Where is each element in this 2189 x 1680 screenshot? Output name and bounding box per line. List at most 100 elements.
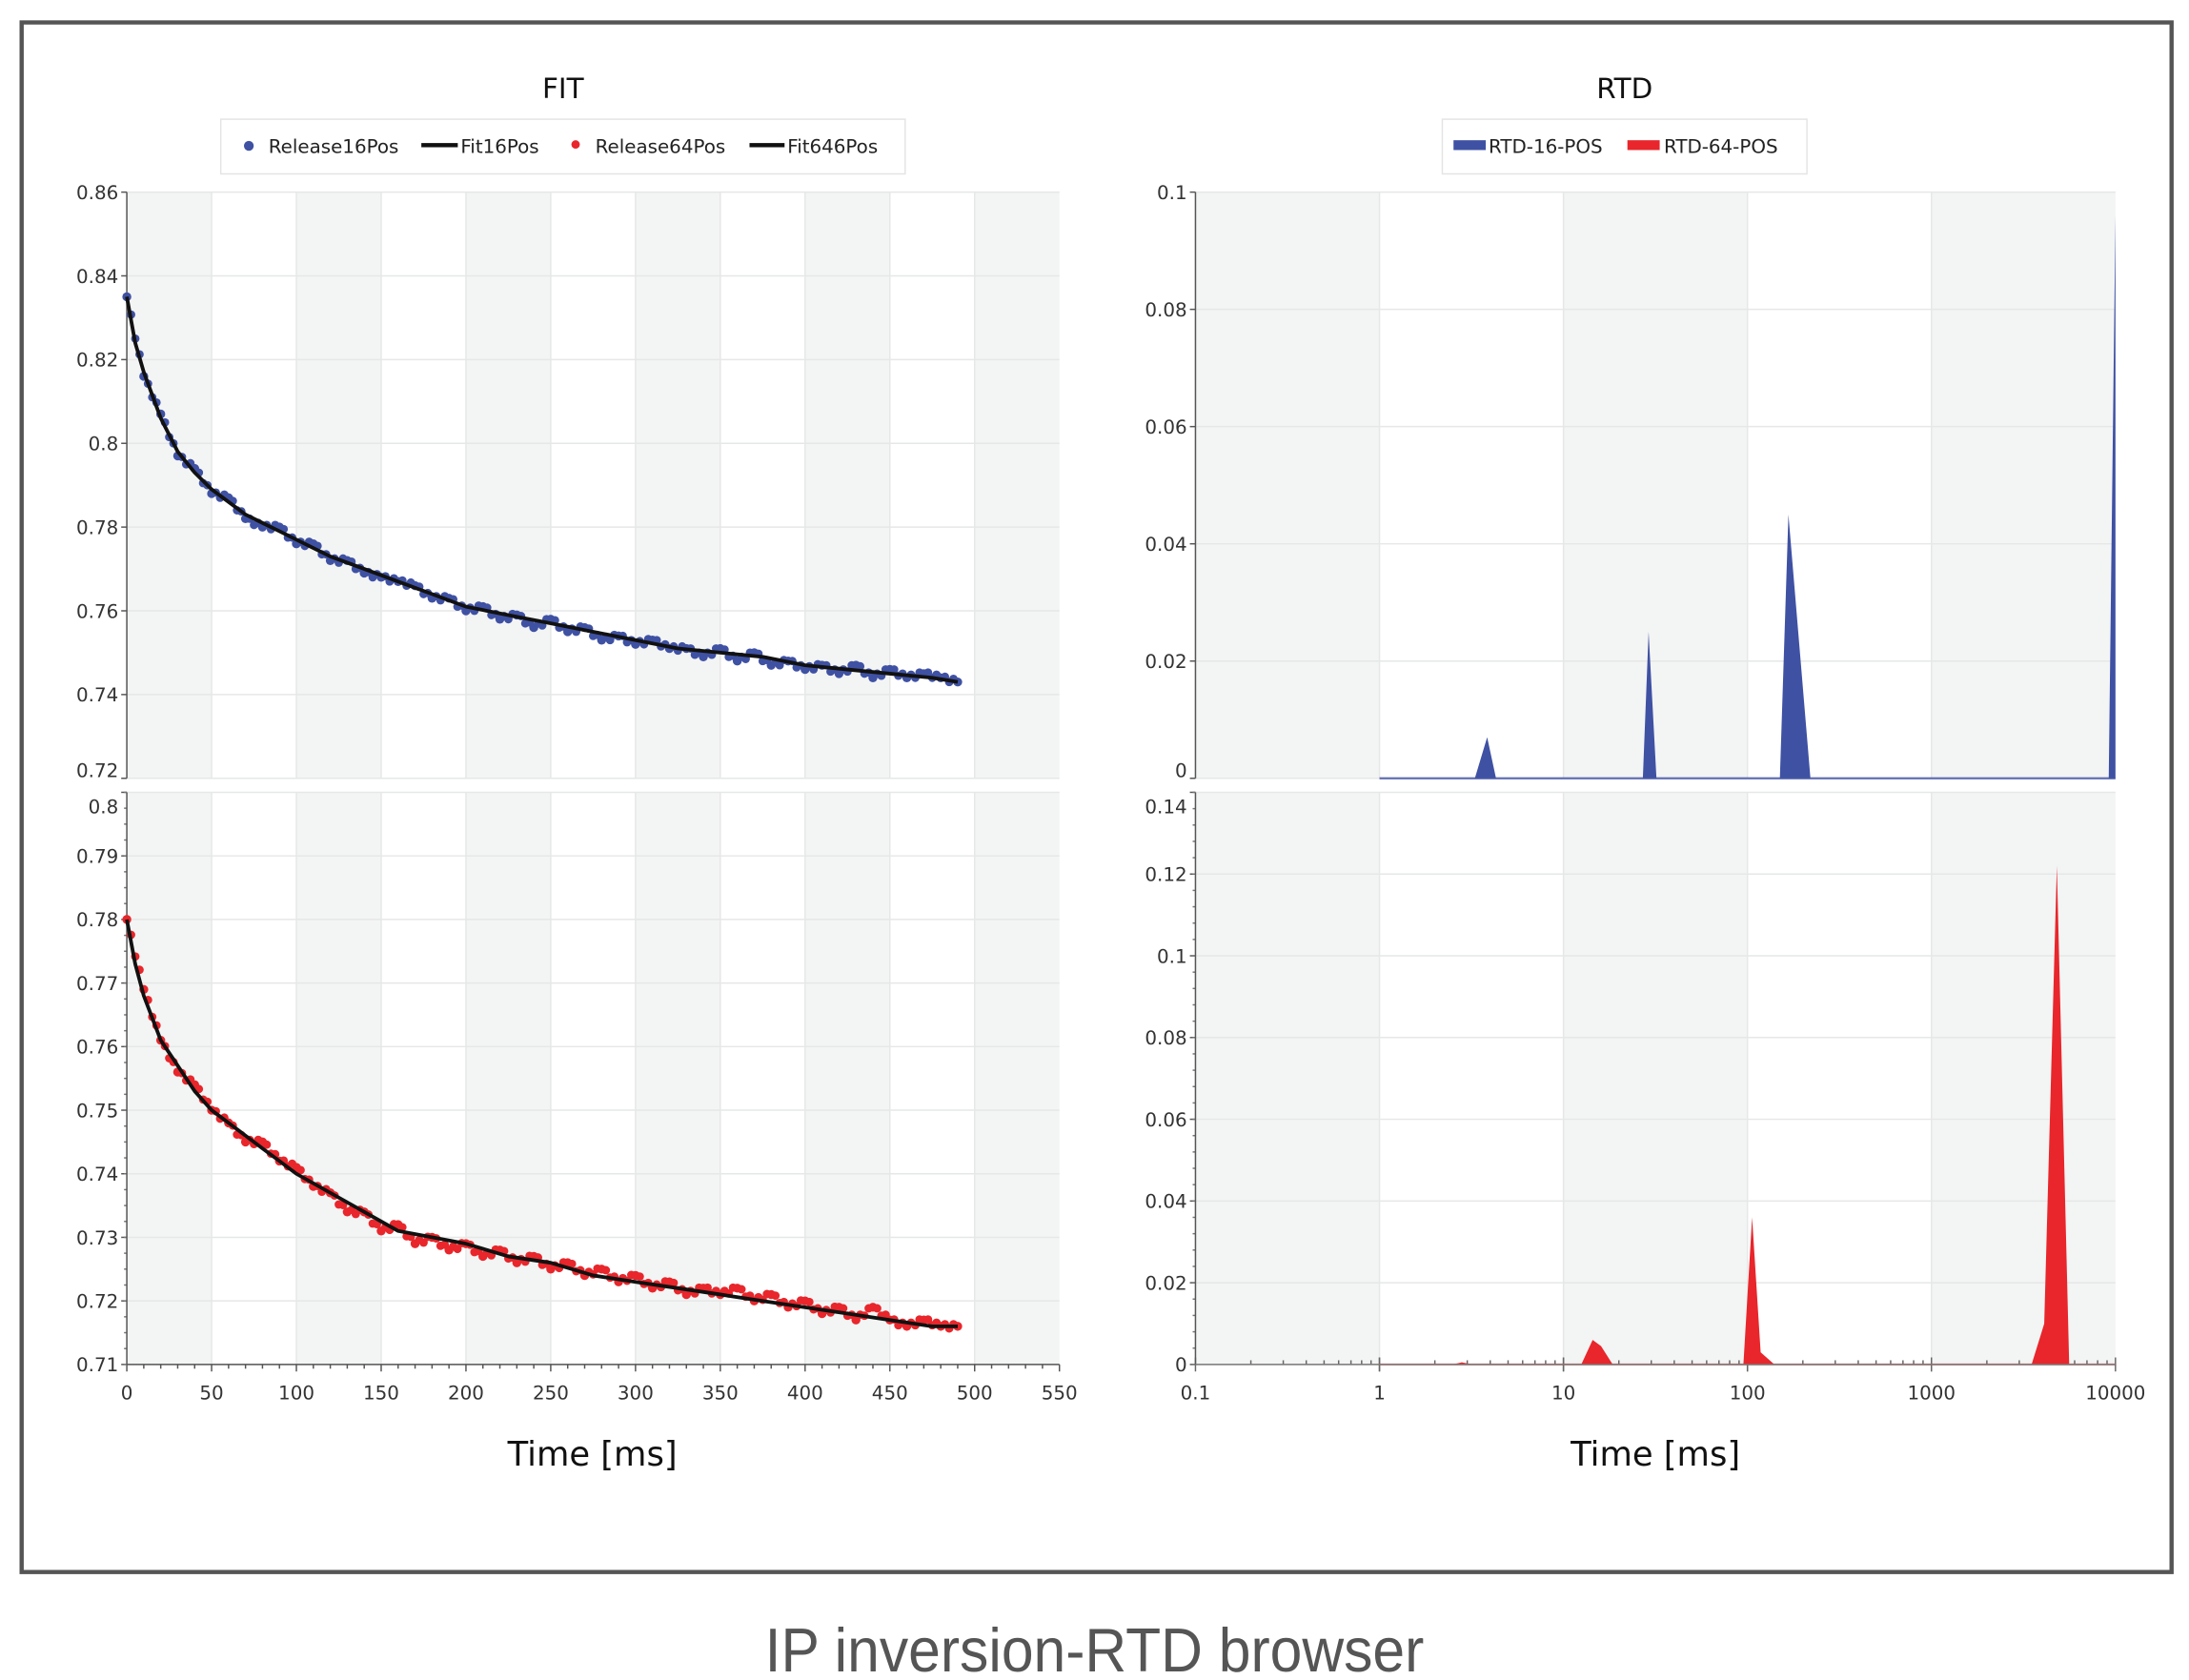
- legend-label-release16pos: Release16Pos: [269, 135, 399, 157]
- x-tick-label: 550: [1042, 1383, 1078, 1405]
- background-band: [1195, 192, 1380, 779]
- background-band: [974, 192, 1060, 779]
- y-tick-label: 0.82: [76, 350, 118, 372]
- y-tick-label: 0.8: [89, 797, 119, 819]
- data-point-release64pos: [397, 1223, 407, 1232]
- data-point-release64pos: [771, 1291, 780, 1301]
- y-tick-label: 0.71: [76, 1354, 118, 1376]
- y-tick-label: 0.1: [1157, 945, 1187, 967]
- y-tick-label: 0.75: [76, 1100, 118, 1122]
- legend-marker-fit16pos: [421, 143, 458, 148]
- fit-line-fit646pos: [125, 919, 959, 1328]
- background-band: [1931, 192, 2116, 779]
- y-tick-label: 0.86: [76, 182, 118, 204]
- rtd-x-axis-title: Time [ms]: [1570, 1435, 1740, 1474]
- data-point-release64pos: [296, 1165, 305, 1175]
- y-tick-label: 0.79: [76, 846, 118, 868]
- background-band: [465, 192, 551, 779]
- x-tick-label: 250: [533, 1383, 569, 1405]
- x-tick-label: 350: [702, 1383, 739, 1405]
- y-tick-label: 0.74: [76, 1164, 118, 1185]
- x-tick-label: 500: [957, 1383, 993, 1405]
- data-point-release64pos: [804, 1297, 814, 1306]
- x-tick-label: 0.1: [1181, 1383, 1211, 1405]
- y-tick-label: 0.76: [76, 1037, 118, 1059]
- y-tick-label: 0.72: [76, 1291, 118, 1313]
- legend-label-fit646pos: Fit646Pos: [787, 135, 878, 157]
- legend-marker-rtd-16-pos: [1453, 140, 1487, 151]
- y-tick-label: 0.78: [76, 516, 118, 538]
- y-tick-label: 0.08: [1145, 1027, 1186, 1049]
- y-tick-label: 0.02: [1145, 651, 1186, 673]
- background-band: [1563, 792, 1748, 1365]
- background-band: [974, 792, 1060, 1365]
- x-tick-label: 100: [278, 1383, 314, 1405]
- x-tick-label: 450: [872, 1383, 908, 1405]
- y-tick-label: 0.78: [76, 909, 118, 931]
- y-tick-label: 0: [1175, 1354, 1187, 1376]
- y-tick-label: 0.06: [1145, 1109, 1186, 1131]
- fit-legend: Release16Pos Fit16Pos Release64Pos Fit64…: [219, 118, 906, 175]
- figure-caption: IP inversion-RTD browser: [765, 1615, 1425, 1680]
- x-tick-label: 0: [121, 1383, 133, 1405]
- data-point-release64pos: [567, 1259, 577, 1268]
- legend-label-release64pos: Release64Pos: [596, 135, 726, 157]
- x-tick-label: 10000: [2085, 1383, 2145, 1405]
- background-band: [296, 792, 381, 1365]
- fit-chart-title: FIT: [542, 72, 585, 105]
- fit-x-axis-title: Time [ms]: [507, 1435, 678, 1474]
- x-tick-label: 200: [448, 1383, 484, 1405]
- x-tick-label: 400: [787, 1383, 823, 1405]
- y-tick-label: 0.8: [89, 434, 119, 455]
- y-tick-label: 0.76: [76, 600, 118, 622]
- x-tick-label: 150: [363, 1383, 399, 1405]
- data-point-release16pos: [889, 665, 899, 674]
- y-tick-label: 0.14: [1145, 797, 1186, 819]
- background-band: [127, 792, 213, 1365]
- data-point-release64pos: [635, 1272, 644, 1282]
- rtd-chart-title: RTD: [1596, 72, 1652, 105]
- background-band: [635, 792, 720, 1365]
- data-point-release64pos: [737, 1285, 746, 1294]
- background-band: [127, 192, 213, 779]
- background-band: [804, 792, 890, 1365]
- background-band: [1563, 192, 1748, 779]
- legend-label-rtd-16-pos: RTD-16-POS: [1489, 135, 1603, 157]
- x-tick-label: 100: [1730, 1383, 1766, 1405]
- legend-marker-fit646pos: [749, 143, 785, 148]
- data-point-release64pos: [873, 1304, 882, 1313]
- background-band: [465, 792, 551, 1365]
- y-tick-label: 0.02: [1145, 1272, 1186, 1294]
- y-tick-label: 0.72: [76, 759, 118, 781]
- data-point-release64pos: [669, 1278, 679, 1287]
- y-tick-label: 0.77: [76, 973, 118, 995]
- background-band: [1931, 792, 2116, 1365]
- legend-marker-release16pos: [243, 140, 254, 152]
- data-point-release64pos: [839, 1304, 848, 1313]
- legend-marker-rtd-64-pos: [1627, 140, 1660, 151]
- y-tick-label: 0.12: [1145, 864, 1186, 886]
- y-tick-label: 0.74: [76, 684, 118, 706]
- x-tick-label: 1: [1373, 1383, 1386, 1405]
- legend-label-fit16pos: Fit16Pos: [460, 135, 538, 157]
- data-point-release64pos: [262, 1140, 272, 1149]
- rtd-legend: RTD-16-POS RTD-64-POS: [1441, 118, 1808, 175]
- x-tick-label: 10: [1551, 1383, 1575, 1405]
- y-tick-label: 0.08: [1145, 299, 1186, 321]
- data-point-release64pos: [703, 1283, 712, 1292]
- y-tick-label: 0.06: [1145, 416, 1186, 438]
- background-band: [296, 192, 381, 779]
- background-band: [1195, 792, 1380, 1365]
- background-band: [635, 192, 720, 779]
- fit-line-fit16pos: [125, 296, 959, 684]
- legend-marker-release64pos: [571, 140, 580, 149]
- data-point-release64pos: [453, 1245, 462, 1254]
- x-tick-label: 300: [618, 1383, 654, 1405]
- x-tick-label: 50: [199, 1383, 223, 1405]
- data-point-release64pos: [923, 1315, 933, 1325]
- data-point-release64pos: [419, 1238, 428, 1247]
- y-tick-label: 0.84: [76, 266, 118, 288]
- y-tick-label: 0.04: [1145, 1191, 1186, 1213]
- y-tick-label: 0.73: [76, 1227, 118, 1249]
